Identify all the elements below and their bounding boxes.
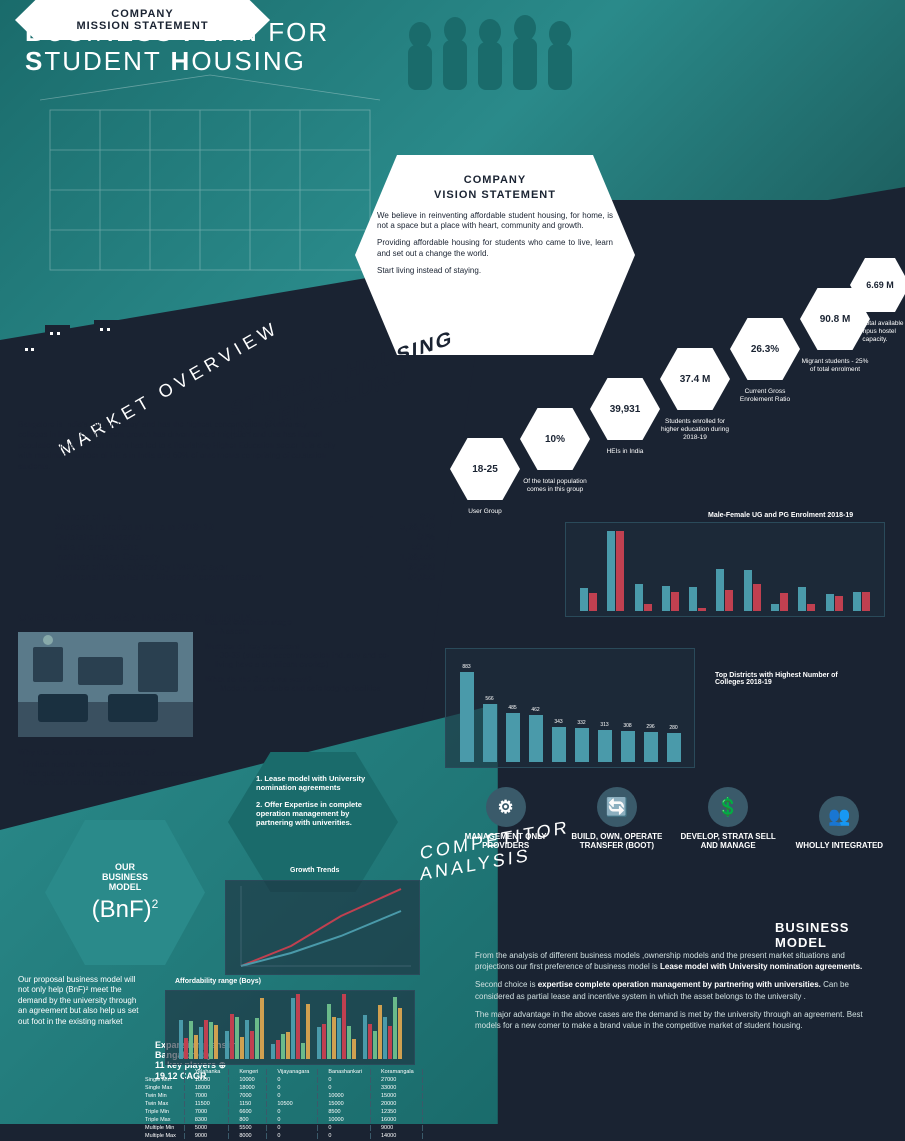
pmsa-details: Market evolution stage - Nascent Number … xyxy=(205,612,400,693)
afford-chart xyxy=(165,990,415,1065)
bengaluru-body: Bangalore is India's 'Silicon Valley' an… xyxy=(18,420,338,472)
analysis-text: From the analysis of different business … xyxy=(475,950,885,1038)
hex-cap-6: Migrant students - 25% of total enrolmen… xyxy=(800,358,870,374)
mission-header: COMPANY MISSION STATEMENT xyxy=(15,0,270,40)
districts-chart-title: Top Districts with Highest Number of Col… xyxy=(715,672,865,686)
hex-cap-4: Students enrolled for higher education d… xyxy=(660,418,730,441)
afford-chart-title: Affordability range (Boys) xyxy=(175,978,261,985)
people-illustration xyxy=(380,10,590,140)
proposal-text: Our proposal business model will not onl… xyxy=(18,975,143,1027)
growth-chart xyxy=(225,880,420,975)
business-model-icons: ⚙MANAGEMENT ONLY PROVIDERS🔄BUILD, OWN, O… xyxy=(450,787,895,850)
enrolment-chart-title: Male-Female UG and PG Enrolment 2018-19 xyxy=(708,512,853,519)
vision-p3: Start living instead of staying. xyxy=(377,266,613,277)
room-illustration xyxy=(18,632,193,737)
hex-cap-7: is the total available campus hostel cap… xyxy=(845,320,905,343)
bengaluru-stats-list: Number of HEIs-829Students Enrolled in H… xyxy=(55,512,435,582)
why-focus: Why the focus on Student Housing? - Limi… xyxy=(18,748,218,787)
districts-chart: 883566485462343332313308296280 xyxy=(445,648,695,768)
hex-cap-3: HEIs in India xyxy=(590,448,660,456)
vision-p1: We believe in reinventing affordable stu… xyxy=(377,211,613,233)
business-model-label: BUSINESS MODEL xyxy=(775,920,905,950)
hex-cap-1: User Group xyxy=(450,508,520,516)
afford-table: YelahankaKengeriVijayanagaraBanashankari… xyxy=(135,1067,425,1141)
hex-cap-5: Current Gross Enrolement Ratio xyxy=(730,388,800,404)
building-sketch-illo xyxy=(30,70,400,290)
enrolment-chart xyxy=(565,522,885,617)
growth-chart-title: Growth Trends xyxy=(290,867,339,874)
hex-cap-2: Of the total population comes in this gr… xyxy=(520,478,590,494)
